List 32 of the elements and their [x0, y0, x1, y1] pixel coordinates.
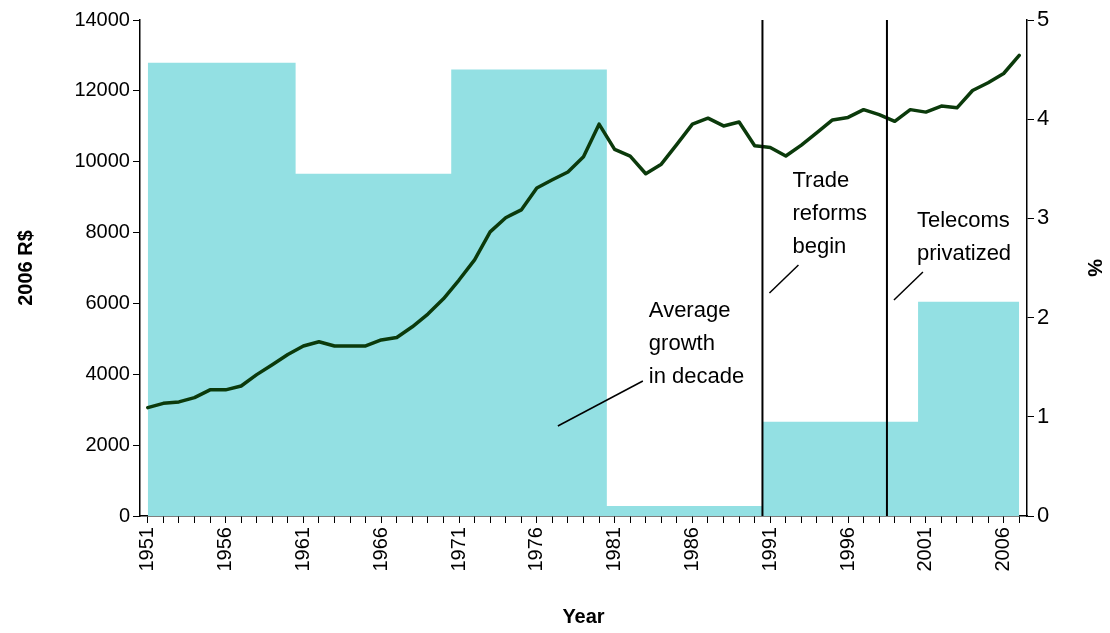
y-tick-label: 10000	[74, 149, 130, 172]
y-tick-label: 8000	[85, 220, 130, 243]
y-tick-label: 6000	[85, 290, 130, 313]
y2-tick-label: 1	[1037, 402, 1050, 428]
x-tick-label: 1971	[446, 527, 469, 572]
x-tick-label: 1996	[835, 527, 858, 572]
y-tick-label: 0	[118, 503, 130, 526]
x-tick-label: 2001	[913, 527, 936, 572]
ref-line-label: Telecoms privatized	[916, 207, 1012, 266]
x-tick-label: 1991	[757, 527, 780, 572]
y2-tick-label: 4	[1037, 105, 1050, 131]
x-tick-label: 2006	[991, 527, 1014, 572]
ref-line-label: Trade reforms begin	[792, 167, 868, 259]
y-tick-label: 14000	[74, 7, 130, 30]
y2-tick-label: 2	[1037, 303, 1050, 329]
y2-axis-title: %	[1084, 259, 1107, 278]
x-tick-label: 1956	[213, 527, 236, 572]
y-tick-label: 12000	[74, 78, 130, 101]
x-axis-title: Year	[562, 604, 605, 627]
y-tick-label: 2000	[85, 432, 130, 455]
x-tick-label: 1951	[135, 527, 158, 572]
y2-tick-label: 5	[1037, 6, 1050, 32]
y2-tick-label: 0	[1037, 502, 1050, 528]
y2-tick-label: 3	[1037, 204, 1050, 230]
x-tick-label: 1986	[679, 527, 702, 572]
y-tick-label: 4000	[85, 361, 130, 384]
x-tick-label: 1966	[368, 527, 391, 572]
y-axis-title: 2006 R$	[13, 230, 36, 306]
x-tick-label: 1981	[602, 527, 625, 572]
x-tick-label: 1961	[290, 527, 313, 572]
x-tick-label: 1976	[524, 527, 547, 572]
annotation: Average growth in decade	[648, 297, 745, 389]
